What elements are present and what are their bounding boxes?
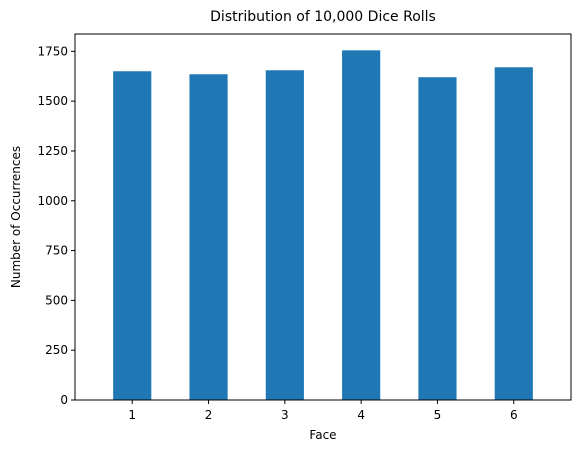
- y-axis-title: Number of Occurrences: [9, 146, 23, 288]
- bars-group: [113, 50, 533, 401]
- x-tick-label: 6: [510, 408, 518, 422]
- y-tick-label: 1500: [37, 94, 68, 108]
- plot-frame: [74, 33, 572, 401]
- x-tick-label: 3: [281, 408, 289, 422]
- bar-face-1: [113, 71, 152, 401]
- y-tick-label: 250: [45, 343, 68, 357]
- bar-face-3: [265, 70, 304, 401]
- bar-face-5: [418, 77, 457, 400]
- y-tick-label: 500: [45, 293, 68, 307]
- y-tick-label: 0: [60, 393, 68, 407]
- x-tick-label: 2: [205, 408, 213, 422]
- x-axis-ticks: 1 2 3 4 5 6: [128, 400, 518, 422]
- x-tick-label: 4: [357, 408, 365, 422]
- x-axis-title: Face: [309, 428, 336, 442]
- y-axis-ticks: 0 250 500 750 1000 1250 1500 1750: [37, 44, 75, 407]
- x-tick-label: 1: [128, 408, 136, 422]
- x-tick-label: 5: [434, 408, 442, 422]
- bar-face-2: [189, 74, 228, 400]
- chart-title: Distribution of 10,000 Dice Rolls: [210, 9, 436, 25]
- bar-face-4: [342, 50, 381, 401]
- y-tick-label: 1000: [37, 194, 68, 208]
- y-tick-label: 1750: [37, 44, 68, 58]
- y-tick-label: 1250: [37, 144, 68, 158]
- bar-face-6: [494, 67, 533, 400]
- y-tick-label: 750: [45, 244, 68, 258]
